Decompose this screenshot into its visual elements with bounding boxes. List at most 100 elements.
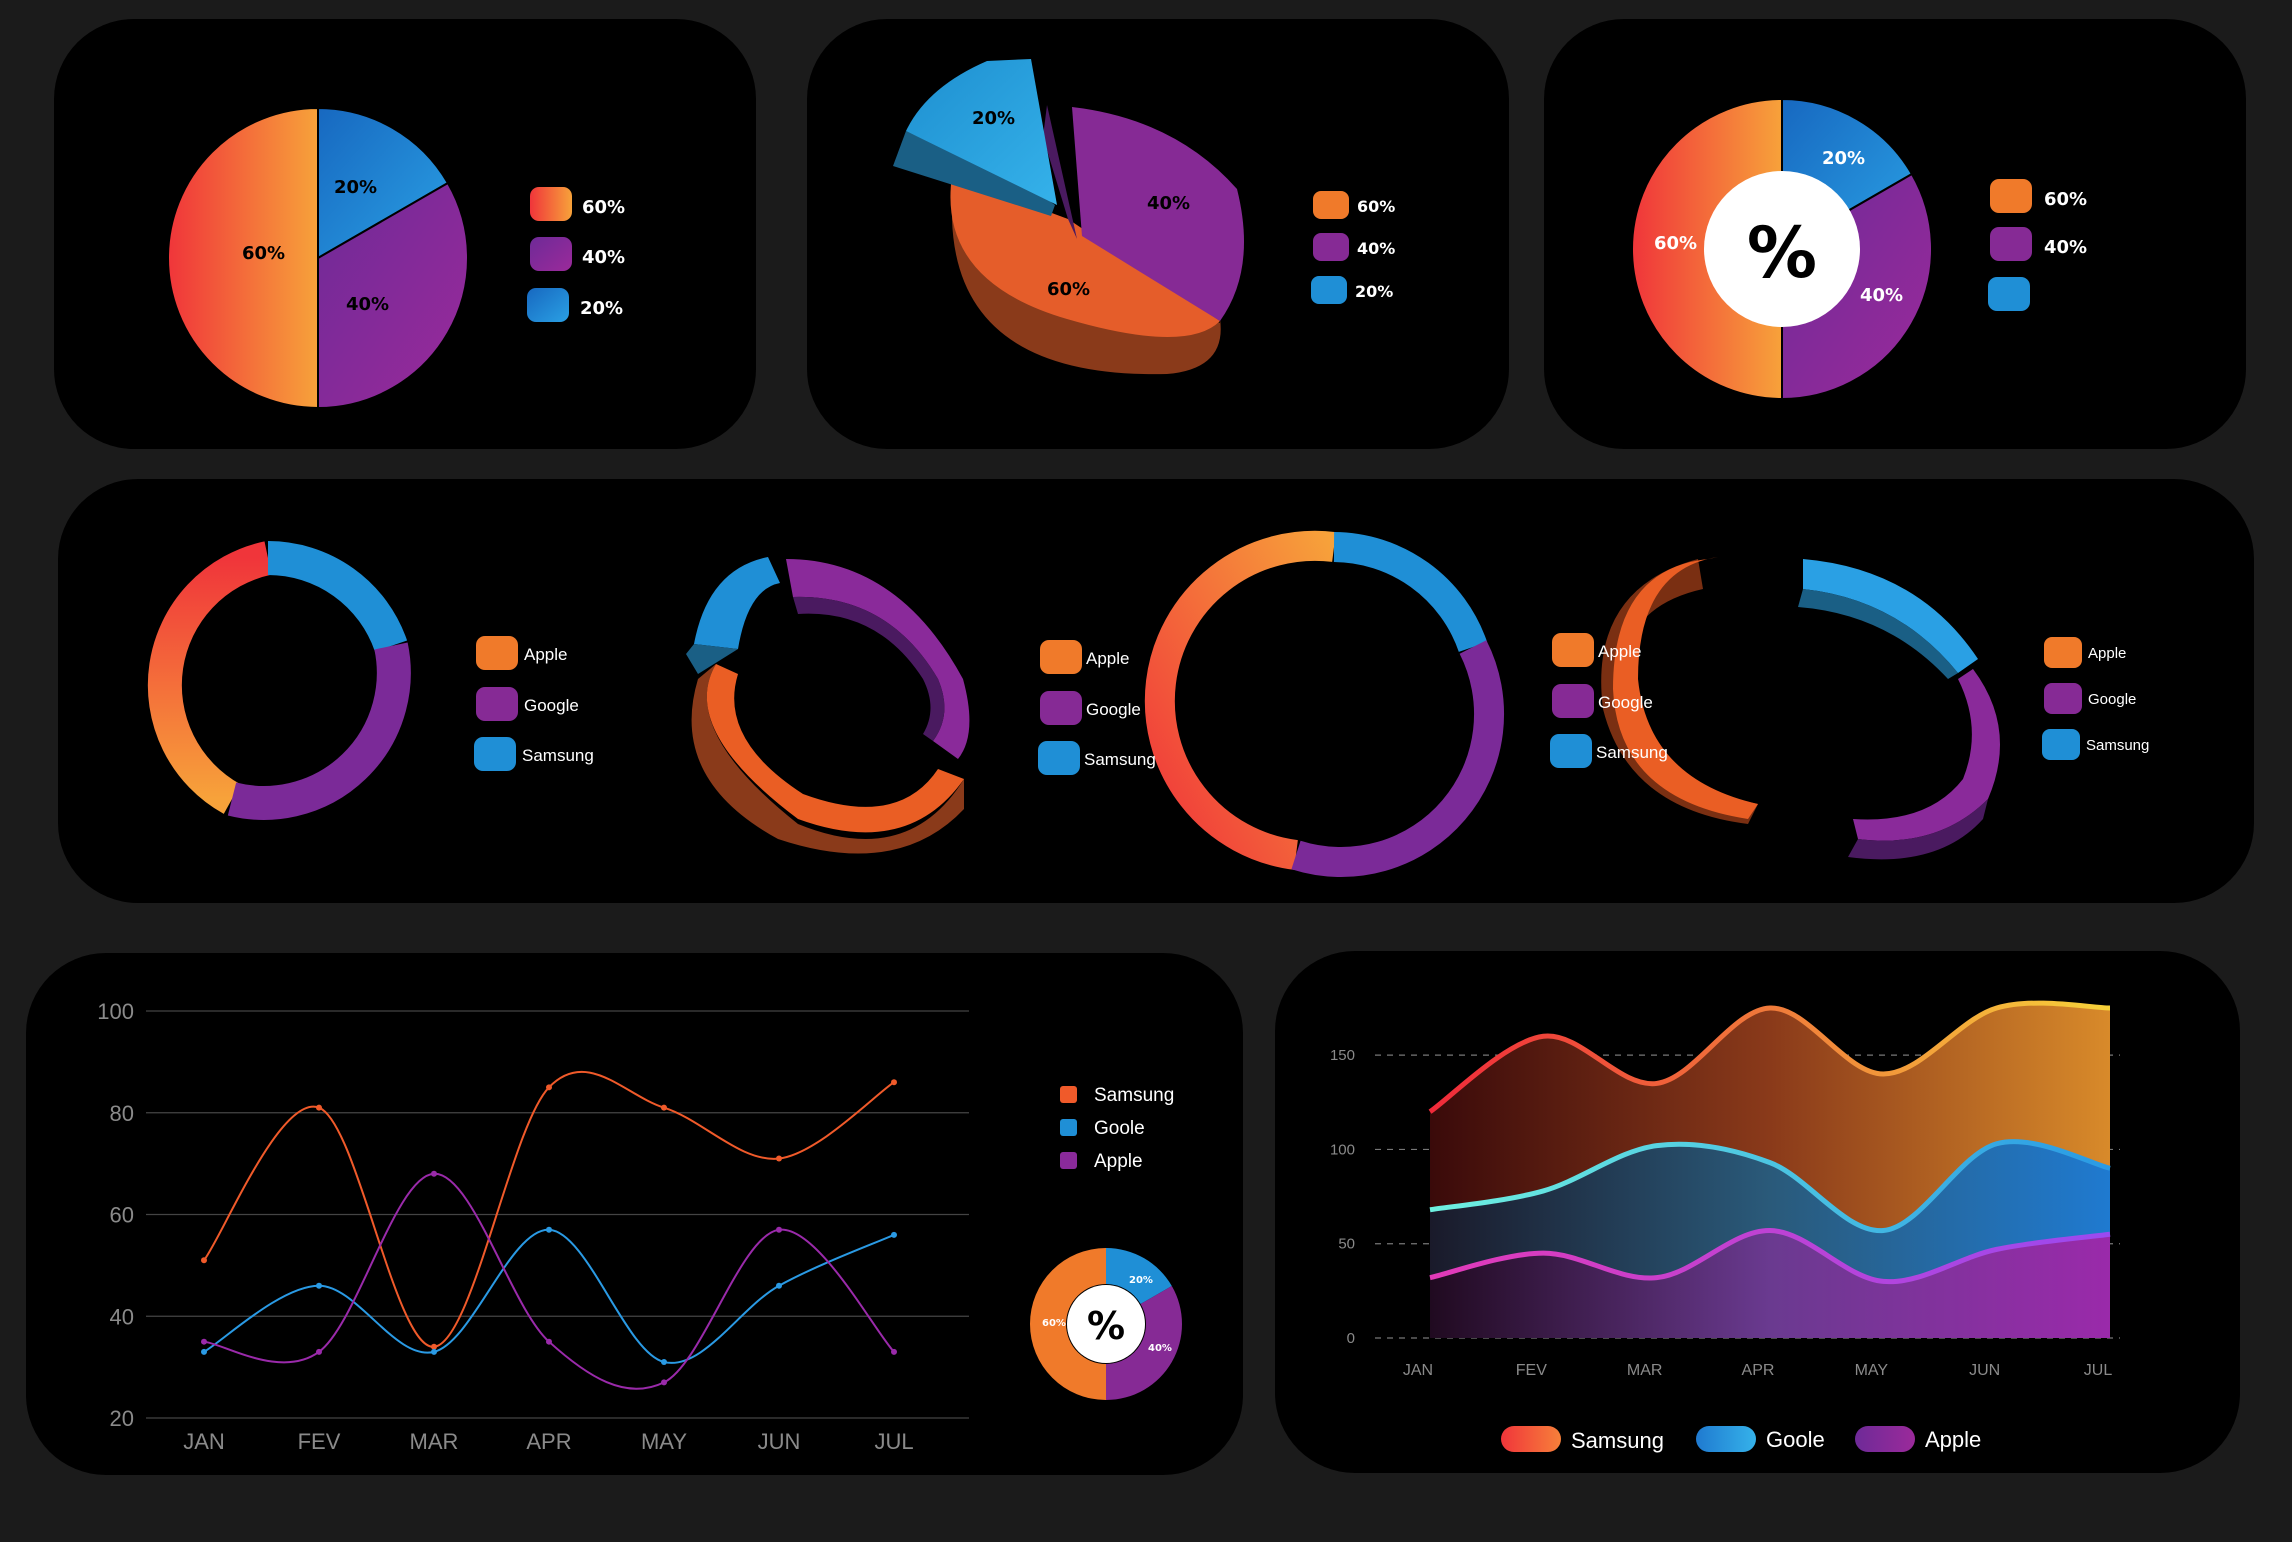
line-point: [661, 1359, 667, 1366]
legend-swatch-blue: [1988, 277, 2030, 311]
line-legend-samsung: Samsung: [1094, 1085, 1174, 1106]
x-tick-label: JAN: [183, 1429, 225, 1454]
line-point: [201, 1338, 207, 1345]
mini-label-40: 40%: [1148, 1343, 1172, 1354]
ring1-legend-apple: Apple: [524, 645, 567, 664]
ring2-legend-google: Google: [1086, 700, 1141, 719]
line-point: [316, 1104, 322, 1111]
legend-swatch-purple: [1040, 691, 1082, 725]
legend-swatch-goole: [1696, 1426, 1756, 1452]
x-tick-label: MAY: [641, 1429, 687, 1454]
line-point: [546, 1338, 552, 1345]
area-line-samsung: [1428, 1000, 2111, 1114]
ring3-segment-blue: [1333, 532, 1488, 653]
line-chart: 20 40 60 80 100 JAN FEV MAR APR MAY JUN JUL Samsun…: [97, 999, 1182, 1454]
line-point: [776, 1226, 782, 1233]
legend-swatch-blue: [474, 737, 516, 771]
legend-swatch-goole: [1060, 1119, 1077, 1136]
y-tick-label: 80: [110, 1101, 134, 1126]
mini-label-20: 20%: [1129, 1275, 1153, 1286]
pie-chart-flat: 60% 20% 40% 60% 40% 20%: [167, 106, 625, 410]
ring-chart-2: [686, 557, 970, 854]
area-fill-apple: [1430, 1230, 2110, 1338]
pie2-label-40: 40%: [1147, 193, 1190, 214]
ring2-segment-purple-side: [793, 596, 945, 741]
ring1-segment-purple: [227, 642, 411, 820]
x-tick-label: JUL: [874, 1429, 913, 1454]
line-point: [431, 1348, 437, 1355]
y-tick-label: 60: [110, 1203, 134, 1228]
line-legend-apple: Apple: [1094, 1151, 1143, 1172]
ring4-segment-blue-side: [1798, 589, 1958, 679]
legend-swatch-samsung: [1501, 1426, 1561, 1452]
legend-swatch-samsung: [1060, 1086, 1077, 1103]
line-point: [546, 1226, 552, 1233]
legend-swatch-apple: [1060, 1152, 1077, 1169]
x-tick-label: JUL: [2084, 1362, 2113, 1379]
legend-swatch-orange: [1313, 191, 1349, 219]
legend-swatch-apple: [1855, 1426, 1915, 1452]
pie3-label-20: 20%: [1822, 148, 1865, 169]
ring3-segment-purple: [1291, 640, 1505, 877]
legend-swatch-orange: [530, 187, 572, 221]
pie2-legend-40: 40%: [1357, 239, 1395, 258]
x-tick-label: FEV: [1516, 1362, 1547, 1379]
pie1-label-60: 60%: [242, 243, 285, 264]
ring3-legend-apple: Apple: [1598, 642, 1641, 661]
ring4-legend-samsung: Samsung: [2086, 737, 2149, 754]
ring3-legend-samsung: Samsung: [1596, 743, 1668, 762]
legend-swatch-purple: [1990, 227, 2032, 261]
line-point: [661, 1104, 667, 1111]
line-point: [201, 1348, 207, 1355]
legend-swatch-purple: [476, 687, 518, 721]
ring4-segment-blue: [1803, 559, 1978, 673]
ring2-segment-blue: [694, 557, 780, 649]
line-point: [891, 1231, 897, 1238]
pie3d-slice-40: [1072, 107, 1245, 321]
legend-swatch-purple: [1552, 684, 1594, 718]
legend-swatch-blue: [527, 288, 569, 322]
ring4-legend-apple: Apple: [2088, 645, 2126, 662]
legend-swatch-orange: [1552, 633, 1594, 667]
ring1-legend-samsung: Samsung: [522, 746, 594, 765]
y-tick-label: 0: [1347, 1330, 1355, 1347]
ring-chart-4: [1601, 557, 2000, 860]
x-tick-label: FEV: [298, 1429, 341, 1454]
pie-panel-3d: 20% 40% 60% 60% 40% 20%: [807, 19, 1509, 449]
line-point: [776, 1282, 782, 1289]
pie3d-slice-20: [906, 59, 1057, 205]
ring2-segment-purple: [786, 559, 970, 759]
line-point: [661, 1379, 667, 1386]
x-tick-label: JUN: [1969, 1362, 2000, 1379]
line-point: [891, 1079, 897, 1086]
pie2-legend-60: 60%: [1357, 197, 1395, 216]
mini-slice-60: [1030, 1248, 1106, 1400]
y-tick-label: 20: [110, 1406, 134, 1431]
area-legend-apple: Apple: [1925, 1427, 1981, 1452]
area-line-apple: [1429, 1228, 2111, 1285]
area-legend-samsung: Samsung: [1571, 1428, 1664, 1453]
mini-donut-center: [1067, 1285, 1145, 1363]
legend-swatch-orange: [1040, 640, 1082, 674]
pie1-slice-60: [167, 106, 319, 410]
pie2-label-60: 60%: [1047, 279, 1090, 300]
ring-legends: Apple Google Samsung Apple Google Samsun…: [474, 633, 2149, 775]
mini-label-60: 60%: [1042, 1318, 1066, 1329]
pie3d-slice-60: [950, 176, 1220, 338]
pie3-label-60: 60%: [1654, 233, 1697, 254]
line-point: [316, 1348, 322, 1355]
area-line-goole: [1429, 1139, 2111, 1234]
pie1-label-20: 20%: [334, 177, 377, 198]
ring3-legend-google: Google: [1598, 693, 1653, 712]
ring-chart-1: [147, 541, 411, 820]
donut-chart-percent: % 60% 20% 40% 60% 40%: [1631, 97, 2087, 401]
pie1-legend-40: 40%: [582, 247, 625, 268]
x-tick-label: JUN: [758, 1429, 801, 1454]
ring-chart-3: [1144, 530, 1505, 877]
mini-slice-20: [1106, 1248, 1172, 1304]
pie3-legend-60: 60%: [2044, 189, 2087, 210]
mini-slice-40: [1106, 1286, 1182, 1400]
pie3-label-40: 40%: [1860, 285, 1903, 306]
pie3d-slice-20-side: [893, 131, 1055, 216]
